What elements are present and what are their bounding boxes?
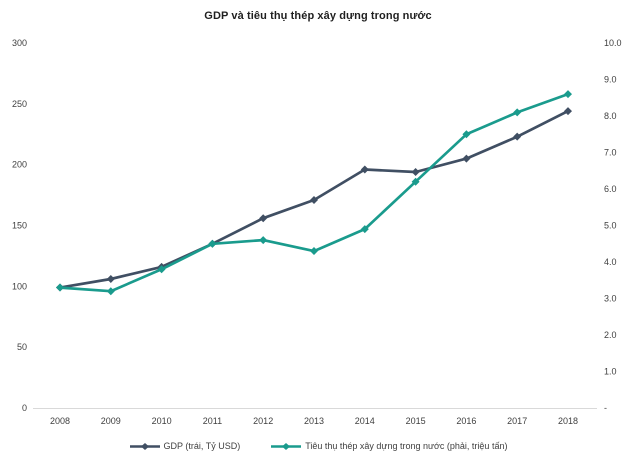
- svg-text:9.0: 9.0: [604, 75, 617, 85]
- svg-text:300: 300: [12, 38, 27, 48]
- svg-text:7.0: 7.0: [604, 148, 617, 158]
- svg-text:250: 250: [12, 99, 27, 109]
- svg-text:2008: 2008: [50, 416, 70, 426]
- svg-text:2015: 2015: [406, 416, 426, 426]
- svg-text:5.0: 5.0: [604, 221, 617, 231]
- svg-text:6.0: 6.0: [604, 184, 617, 194]
- steel-line-marker-icon: [271, 442, 302, 450]
- chart-legend: GDP (trái, Tỷ USD) Tiêu thụ thép xây dựn…: [0, 441, 636, 451]
- svg-text:2017: 2017: [507, 416, 527, 426]
- svg-text:-: -: [604, 403, 607, 413]
- legend-item-gdp: GDP (trái, Tỷ USD): [129, 441, 241, 451]
- chart-title: GDP và tiêu thụ thép xây dựng trong nước: [204, 10, 432, 22]
- svg-text:3.0: 3.0: [604, 294, 617, 304]
- svg-text:150: 150: [12, 221, 27, 231]
- gdp-line-marker-icon: [129, 442, 160, 450]
- svg-text:2014: 2014: [355, 416, 375, 426]
- svg-text:2010: 2010: [152, 416, 172, 426]
- svg-text:2.0: 2.0: [604, 330, 617, 340]
- svg-text:2018: 2018: [558, 416, 578, 426]
- svg-text:2011: 2011: [203, 416, 222, 426]
- svg-text:2009: 2009: [101, 416, 121, 426]
- dual-axis-line-chart: 300 250 200 150 100 50 0 10.0 9.0 8.0 7.0 6.0 5.0 4.0…: [12, 38, 622, 426]
- svg-text:10.0: 10.0: [604, 38, 622, 48]
- svg-text:2016: 2016: [456, 416, 476, 426]
- legend-item-steel: Tiêu thụ thép xây dựng trong nước (phải,…: [270, 441, 507, 451]
- svg-text:4.0: 4.0: [604, 257, 617, 267]
- svg-text:8.0: 8.0: [604, 111, 617, 121]
- svg-text:200: 200: [12, 160, 27, 170]
- svg-text:50: 50: [17, 342, 27, 352]
- svg-text:0: 0: [22, 403, 27, 413]
- svg-text:1.0: 1.0: [604, 367, 617, 377]
- svg-text:2012: 2012: [253, 416, 273, 426]
- steel-legend-label: Tiêu thụ thép xây dựng trong nước (phải,…: [305, 441, 508, 451]
- gdp-legend-label: GDP (trái, Tỷ USD): [163, 441, 241, 451]
- svg-text:2013: 2013: [304, 416, 324, 426]
- svg-text:100: 100: [12, 281, 27, 291]
